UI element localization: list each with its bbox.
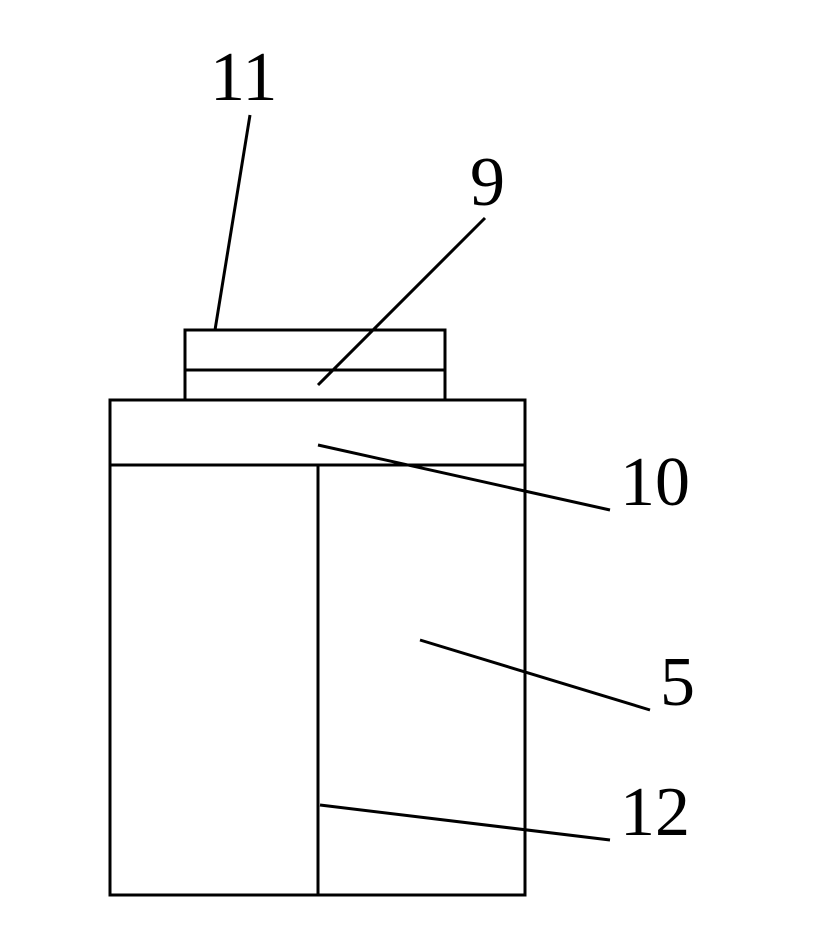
mid-block — [185, 370, 445, 400]
label-10: 10 — [620, 444, 690, 521]
leader-11 — [215, 115, 250, 330]
leader-10 — [318, 445, 610, 510]
leader-9 — [318, 218, 485, 385]
body-top-strip — [110, 400, 525, 465]
label-5: 5 — [660, 644, 695, 721]
label-9: 9 — [470, 144, 505, 221]
top-block — [185, 330, 445, 370]
label-11: 11 — [210, 39, 277, 116]
leader-12 — [320, 805, 610, 840]
engineering-diagram: 11 9 10 5 12 — [0, 0, 818, 941]
leader-5 — [420, 640, 650, 710]
label-12: 12 — [620, 774, 690, 851]
